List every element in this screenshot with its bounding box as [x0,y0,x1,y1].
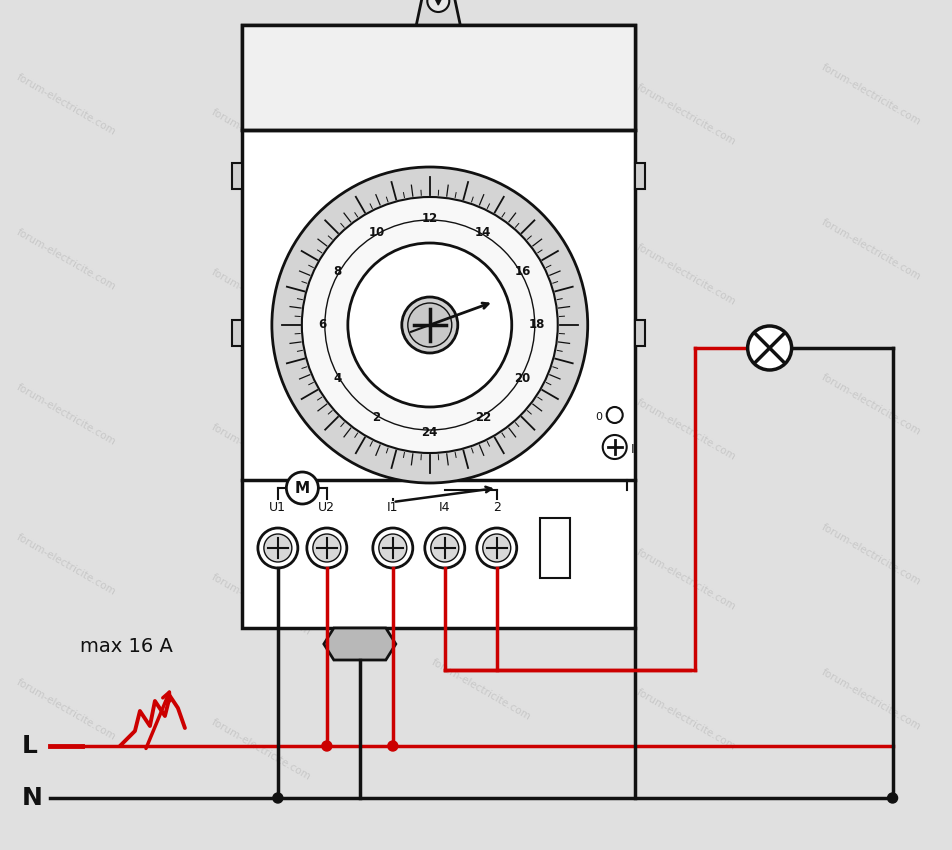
Bar [635,163,645,189]
Text: L: L [22,734,38,758]
Text: forum-electricite.com: forum-electricite.com [429,207,532,273]
Text: forum-electricite.com: forum-electricite.com [820,523,922,587]
Circle shape [477,528,517,568]
Text: forum-electricite.com: forum-electricite.com [209,422,312,488]
Text: forum-electricite.com: forum-electricite.com [635,688,738,752]
Bar [242,25,635,628]
Text: I: I [631,443,635,456]
Text: 12: 12 [422,212,438,224]
Circle shape [264,534,292,562]
Text: 0: 0 [595,412,603,422]
Text: U2: U2 [318,501,335,513]
Text: forum-electricite.com: forum-electricite.com [635,82,738,148]
Circle shape [258,528,298,568]
Circle shape [307,528,347,568]
Text: 20: 20 [514,372,530,385]
Bar [232,320,242,346]
Text: forum-electricite.com: forum-electricite.com [635,242,738,308]
Text: U1: U1 [269,501,287,513]
Circle shape [483,534,511,562]
Text: forum-electricite.com: forum-electricite.com [15,228,118,292]
Text: forum-electricite.com: forum-electricite.com [635,398,738,462]
Text: forum-electricite.com: forum-electricite.com [820,372,922,438]
Circle shape [302,197,558,453]
Text: 18: 18 [528,319,545,332]
Circle shape [425,528,465,568]
Circle shape [606,407,623,423]
Text: 2: 2 [372,411,381,424]
Bar [635,320,645,346]
Text: forum-electricite.com: forum-electricite.com [429,53,532,117]
Circle shape [287,472,318,504]
Text: 10: 10 [368,226,385,239]
Circle shape [272,167,587,483]
Polygon shape [416,0,460,25]
Circle shape [373,528,413,568]
Text: 8: 8 [333,265,342,278]
Text: forum-electricite.com: forum-electricite.com [429,362,532,428]
Text: N: N [22,786,43,810]
Text: 22: 22 [475,411,491,424]
Text: 2: 2 [493,501,501,513]
Text: forum-electricite.com: forum-electricite.com [820,62,922,128]
Circle shape [387,741,398,751]
Text: 14: 14 [475,226,491,239]
Circle shape [325,220,535,430]
Polygon shape [324,628,396,660]
Circle shape [379,534,407,562]
Text: max 16 A: max 16 A [80,637,173,655]
Text: 16: 16 [514,265,530,278]
Text: forum-electricite.com: forum-electricite.com [635,547,738,613]
Text: forum-electricite.com: forum-electricite.com [209,717,312,783]
Text: forum-electricite.com: forum-electricite.com [209,107,312,173]
Circle shape [407,303,452,347]
Polygon shape [433,0,444,5]
Text: forum-electricite.com: forum-electricite.com [209,268,312,332]
Text: forum-electricite.com: forum-electricite.com [209,572,312,638]
Text: forum-electricite.com: forum-electricite.com [820,218,922,282]
Text: forum-electricite.com: forum-electricite.com [15,382,118,448]
Bar [242,25,635,130]
Circle shape [747,326,792,370]
Circle shape [322,741,332,751]
Circle shape [273,793,283,803]
Text: forum-electricite.com: forum-electricite.com [429,513,532,577]
Text: I4: I4 [439,501,450,513]
Circle shape [431,534,459,562]
Text: I1: I1 [387,501,399,513]
Bar [232,163,242,189]
Circle shape [313,534,341,562]
Circle shape [427,0,449,12]
Text: 4: 4 [333,372,342,385]
Circle shape [603,435,626,459]
Text: forum-electricite.com: forum-electricite.com [429,657,532,722]
Circle shape [347,243,512,407]
Text: M: M [295,480,310,496]
Text: 24: 24 [422,426,438,439]
Text: forum-electricite.com: forum-electricite.com [15,677,118,743]
Text: forum-electricite.com: forum-electricite.com [15,72,118,138]
Bar [540,518,569,578]
Circle shape [402,297,458,353]
Text: 6: 6 [319,319,327,332]
Text: forum-electricite.com: forum-electricite.com [15,532,118,598]
Text: forum-electricite.com: forum-electricite.com [820,667,922,733]
Circle shape [887,793,898,803]
